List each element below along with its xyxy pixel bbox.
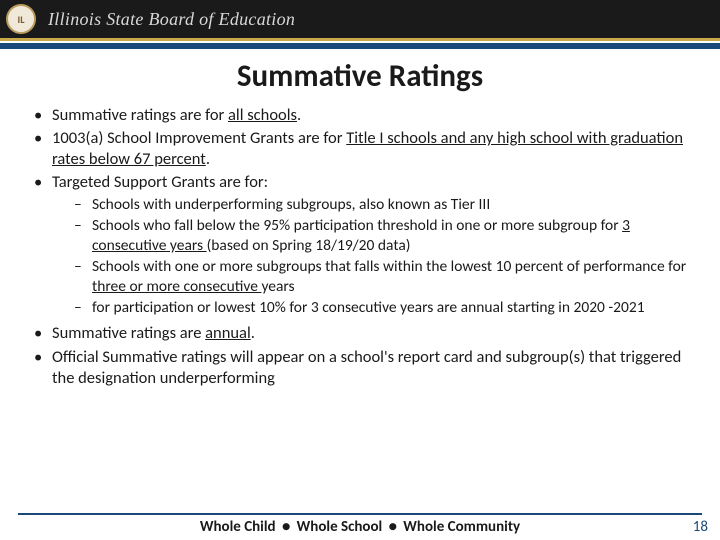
header-org-title: Illinois State Board of Education <box>48 9 295 30</box>
sub-bullet-item: Schools with one or more subgroups that … <box>74 257 698 297</box>
sub-bullet-item: Schools who fall below the 95% participa… <box>74 216 698 256</box>
slide-title: Summative Ratings <box>0 57 720 95</box>
sub-bullet-item: Schools with underperforming subgroups, … <box>74 195 698 215</box>
blue-divider <box>0 43 720 49</box>
footer-tagline: Whole Child●Whole School●Whole Community <box>18 515 702 536</box>
bullet-item: Summative ratings are for all schools. <box>34 105 698 126</box>
header-bar: IL Illinois State Board of Education <box>0 0 720 38</box>
bullet-item: 1003(a) School Improvement Grants are fo… <box>34 128 698 170</box>
content-area: Summative ratings are for all schools. 1… <box>0 105 720 389</box>
gold-divider <box>0 38 720 41</box>
footer: Whole Child●Whole School●Whole Community… <box>0 507 720 540</box>
bullet-item: Official Summative ratings will appear o… <box>34 347 698 389</box>
state-seal-icon: IL <box>6 4 36 34</box>
bullet-item: Targeted Support Grants are for: Schools… <box>34 172 698 317</box>
page-number: 18 <box>693 518 708 536</box>
bullet-item: Summative ratings are annual. <box>34 323 698 344</box>
sub-bullet-item: for participation or lowest 10% for 3 co… <box>74 298 698 318</box>
